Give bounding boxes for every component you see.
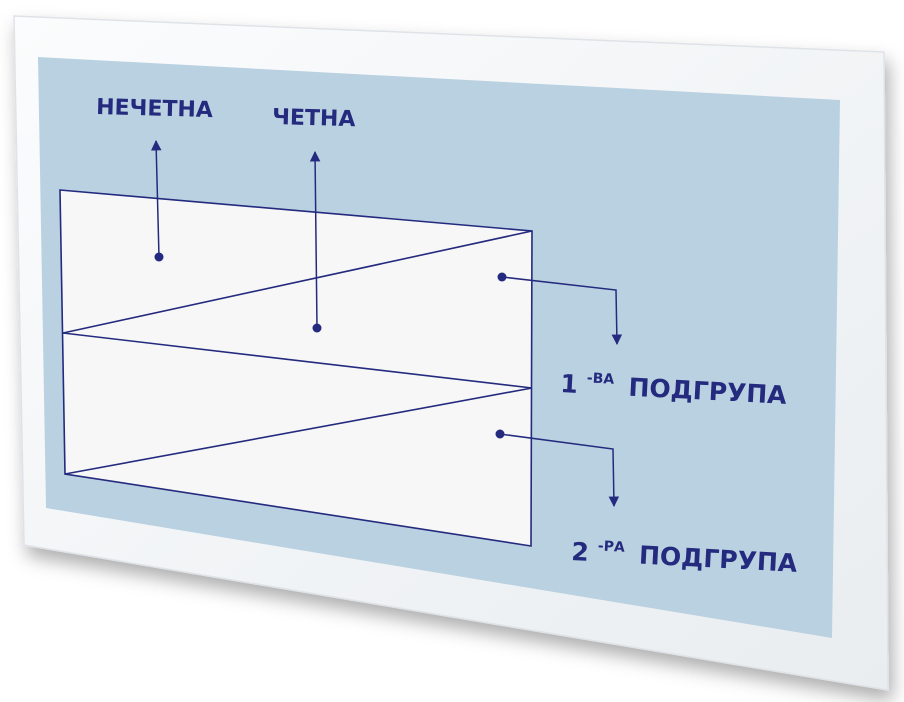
upper-diagonal-line: [62, 230, 533, 334]
even-pointer: [309, 150, 322, 333]
odd-pointer: [150, 139, 164, 262]
subgroup2-suffix: -РА: [597, 538, 625, 555]
lower-diagonal-line: [64, 387, 533, 475]
subgroup2-pointer: [495, 429, 620, 508]
subgroup1-suffix: -ВА: [586, 370, 614, 387]
even-pointer-arrow: [309, 150, 321, 329]
odd-pointer-arrow: [150, 139, 162, 258]
subgroup2-pointer-arrow: [499, 433, 620, 508]
subgroup1-number: 1: [560, 369, 579, 399]
subgroup-divider-line: [62, 332, 533, 389]
subgroup1-pointer-arrow: [501, 276, 623, 346]
even-label: ЧЕТНА: [272, 105, 356, 132]
subgroup1-pointer: [497, 272, 623, 346]
diagram-outline: [59, 189, 533, 547]
field-layout-diagram: [59, 189, 533, 547]
odd-label: НЕЧЕТНА: [96, 95, 213, 123]
subgroup2-number: 2: [571, 537, 590, 567]
